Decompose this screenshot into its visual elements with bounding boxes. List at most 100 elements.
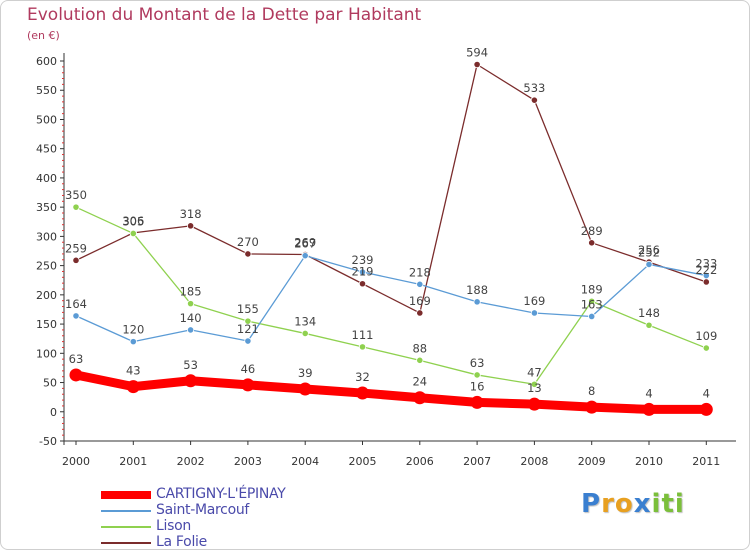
x-tick-label: 2001 xyxy=(119,455,147,468)
data-label: 8 xyxy=(588,384,595,398)
data-point xyxy=(187,300,195,308)
data-label: 252 xyxy=(638,245,660,259)
data-point xyxy=(244,337,252,345)
data-point xyxy=(69,368,83,382)
series-line xyxy=(71,370,711,414)
legend-label: La Folie xyxy=(156,534,207,550)
data-label: 233 xyxy=(695,257,717,271)
logo-letter: r xyxy=(601,489,615,519)
data-label: 63 xyxy=(69,352,84,366)
data-point xyxy=(358,343,367,351)
data-label: 533 xyxy=(523,81,545,95)
data-point xyxy=(356,386,369,400)
data-point xyxy=(645,321,653,329)
data-point xyxy=(699,402,713,416)
data-point xyxy=(184,374,198,388)
data-point xyxy=(473,371,481,379)
data-point xyxy=(702,344,710,352)
logo-letter: o xyxy=(614,489,634,519)
data-point xyxy=(585,400,599,414)
y-tick-label: 50 xyxy=(43,377,57,390)
data-point xyxy=(244,317,252,325)
chart-subtitle: (en €) xyxy=(27,29,60,42)
data-label: 63 xyxy=(470,356,485,370)
data-point xyxy=(241,378,255,392)
data-point xyxy=(187,222,195,230)
data-label: 47 xyxy=(527,365,542,379)
data-label: 140 xyxy=(180,311,202,325)
y-tick-label: 450 xyxy=(36,143,57,156)
data-point xyxy=(530,96,539,104)
data-point xyxy=(530,380,539,388)
data-label: 267 xyxy=(294,237,316,251)
data-label: 222 xyxy=(695,263,717,277)
data-point xyxy=(298,382,312,396)
data-point xyxy=(416,356,424,364)
legend-label: Lison xyxy=(156,518,191,534)
x-tick-label: 2007 xyxy=(463,455,491,468)
data-label: 120 xyxy=(122,323,144,337)
data-label: 259 xyxy=(65,241,87,255)
data-label: 188 xyxy=(466,283,488,297)
data-label: 155 xyxy=(237,302,259,316)
legend-swatch xyxy=(101,542,151,544)
data-label: 16 xyxy=(470,379,485,393)
data-label: 164 xyxy=(65,297,87,311)
x-tick-label: 2002 xyxy=(177,455,205,468)
data-point xyxy=(642,402,656,416)
data-point xyxy=(129,229,137,238)
data-label: 256 xyxy=(638,243,660,257)
data-label: 270 xyxy=(237,235,259,249)
x-tick-label: 2011 xyxy=(692,455,720,468)
data-point xyxy=(473,298,481,306)
legend-label: CARTIGNY-L'ÉPINAY xyxy=(156,486,286,502)
y-tick-label: 100 xyxy=(36,347,57,360)
x-tick-label: 2005 xyxy=(349,455,377,468)
logo-letter: i xyxy=(651,489,662,519)
data-label: 163 xyxy=(581,297,603,311)
data-point xyxy=(358,280,367,288)
data-label: 43 xyxy=(126,364,141,378)
data-point xyxy=(72,256,80,264)
data-point xyxy=(588,239,596,247)
data-label: 121 xyxy=(237,322,259,336)
logo-letter: t xyxy=(661,489,675,519)
data-point xyxy=(416,309,424,317)
series-line xyxy=(75,63,707,314)
x-tick-label: 2004 xyxy=(291,455,319,468)
data-label: 189 xyxy=(581,282,603,296)
data-label: 13 xyxy=(527,381,542,395)
chart-title: Evolution du Montant de la Dette par Hab… xyxy=(27,5,422,25)
data-label: 289 xyxy=(581,224,603,238)
y-tick-label: 600 xyxy=(36,55,57,68)
legend-swatch xyxy=(101,491,151,499)
series-line xyxy=(75,255,707,343)
data-label: 88 xyxy=(412,341,427,355)
data-label: 111 xyxy=(352,328,374,342)
y-tick-label: 500 xyxy=(36,113,57,126)
data-label: 109 xyxy=(695,329,717,343)
data-label: 32 xyxy=(355,370,370,384)
data-point xyxy=(473,60,481,69)
data-point xyxy=(413,391,427,405)
data-point xyxy=(588,312,596,321)
data-label: 134 xyxy=(294,314,316,328)
data-label: 185 xyxy=(180,285,202,299)
data-point xyxy=(244,250,252,258)
x-tick-label: 2003 xyxy=(234,455,262,468)
data-point xyxy=(416,280,424,288)
y-tick-label: -50 xyxy=(39,435,57,448)
data-point xyxy=(72,203,80,211)
data-label: 169 xyxy=(409,294,431,308)
data-point xyxy=(470,395,484,409)
data-point xyxy=(301,329,309,338)
data-point xyxy=(129,338,137,346)
data-label: 24 xyxy=(412,375,427,389)
data-label: 148 xyxy=(638,306,660,320)
legend-swatch xyxy=(101,526,151,528)
x-tick-label: 2009 xyxy=(578,455,606,468)
logo-letter: x xyxy=(633,489,652,519)
data-label: 350 xyxy=(65,188,87,202)
